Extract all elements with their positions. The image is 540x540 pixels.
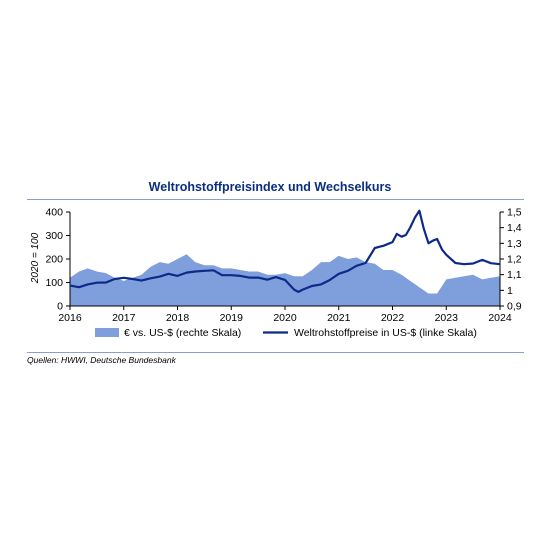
x-tick-label: 2024 bbox=[488, 312, 512, 324]
x-tick-label: 2023 bbox=[435, 312, 459, 324]
right-tick-label: 1,3 bbox=[507, 238, 522, 250]
right-tick-label: 1,1 bbox=[507, 269, 522, 281]
x-tick-label: 2016 bbox=[58, 312, 82, 324]
source-note: Quellen: HWWI, Deutsche Bundesbank bbox=[27, 355, 176, 365]
x-tick-label: 2017 bbox=[112, 312, 136, 324]
right-tick-label: 1,5 bbox=[507, 207, 522, 219]
left-tick-label: 100 bbox=[45, 277, 63, 289]
right-tick-label: 1 bbox=[507, 285, 513, 297]
x-tick-label: 2019 bbox=[220, 312, 244, 324]
left-axis-label: 2020 = 100 bbox=[30, 232, 41, 284]
x-tick-label: 2022 bbox=[381, 312, 405, 324]
chart-title: Weltrohstoffpreisindex und Wechselkurs bbox=[148, 180, 392, 194]
left-tick-label: 400 bbox=[45, 207, 63, 219]
legend-swatch-eur-usd bbox=[95, 328, 119, 337]
right-tick-label: 0,9 bbox=[507, 301, 522, 313]
left-tick-label: 300 bbox=[45, 230, 63, 242]
bottom-divider bbox=[27, 352, 524, 353]
title-divider bbox=[27, 199, 524, 200]
left-tick-label: 200 bbox=[45, 254, 63, 266]
x-tick-label: 2018 bbox=[166, 312, 190, 324]
x-tick-label: 2020 bbox=[273, 312, 297, 324]
legend-label-eur-usd: € vs. US-$ (rechte Skala) bbox=[124, 327, 241, 339]
right-tick-label: 1,4 bbox=[507, 222, 522, 234]
left-tick-label: 0 bbox=[57, 301, 63, 313]
right-tick-label: 1,2 bbox=[507, 254, 522, 266]
x-tick-label: 2021 bbox=[327, 312, 351, 324]
line-series-commodity-prices bbox=[69, 209, 501, 293]
legend-label-commodity-prices: Weltrohstoffpreise in US-$ (linke Skala) bbox=[294, 327, 477, 339]
